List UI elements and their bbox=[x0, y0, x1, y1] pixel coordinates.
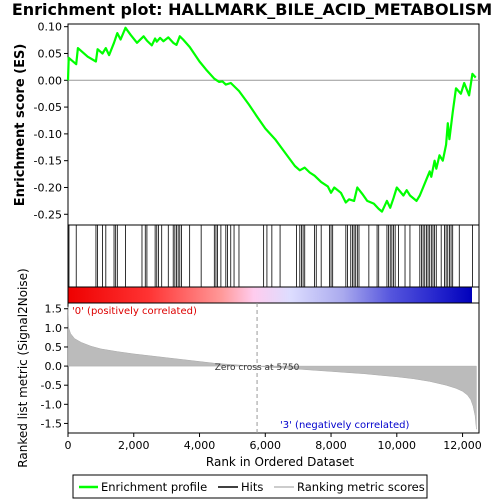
es-y-tick-label: -0.20 bbox=[34, 181, 62, 194]
ranking-metric-area bbox=[67, 306, 477, 430]
rank-panel: Zero cross at 5750 '0' (positively corre… bbox=[16, 268, 482, 469]
negative-correlation-label: '3' (negatively correlated) bbox=[280, 420, 409, 431]
legend-enrichment-label: Enrichment profile bbox=[101, 480, 207, 494]
x-tick-label: 12,000 bbox=[443, 439, 482, 452]
legend: Enrichment profile Hits Ranking metric s… bbox=[72, 474, 428, 499]
legend-hits-label: Hits bbox=[241, 480, 263, 494]
es-y-tick-label: -0.15 bbox=[34, 155, 62, 168]
es-panel: 0.10 0.05 0.00 -0.05 -0.10 -0.15 -0.20 -0.25 En… bbox=[13, 21, 480, 226]
rank-y-tick-label: 0.5 bbox=[45, 341, 63, 354]
legend-metric-label: Ranking metric scores bbox=[297, 480, 425, 494]
legend-frame bbox=[72, 474, 428, 499]
es-y-tick-label: -0.05 bbox=[34, 101, 62, 114]
es-y-tick-label: 0.10 bbox=[38, 21, 63, 34]
x-tick-label: 2,000 bbox=[118, 439, 150, 452]
hit-markers bbox=[68, 225, 473, 287]
es-panel-frame bbox=[67, 23, 480, 226]
ranking-heat-bar bbox=[68, 287, 472, 303]
rank-y-tick-label: -1.5 bbox=[41, 417, 62, 430]
es-y-tick-label: -0.25 bbox=[34, 208, 62, 221]
zero-cross-label: Zero cross at 5750 bbox=[215, 363, 300, 373]
rank-y-axis-label: Ranked list metric (Signal2Noise) bbox=[16, 268, 30, 467]
rank-y-tick-label: 1.5 bbox=[45, 303, 63, 316]
x-axis-label: Rank in Ordered Dataset bbox=[206, 455, 354, 469]
rank-x-ticks: 0 2,000 4,000 6,000 8,000 10,000 12,000 bbox=[65, 433, 482, 452]
rank-y-tick-label: -0.5 bbox=[41, 379, 62, 392]
es-y-axis-label: Enrichment score (ES) bbox=[13, 44, 28, 207]
es-y-tick-label: 0.00 bbox=[38, 74, 63, 87]
rank-y-tick-label: 1.0 bbox=[45, 322, 63, 335]
rank-y-tick-label: 0.0 bbox=[45, 360, 63, 373]
es-y-tick-label: -0.10 bbox=[34, 128, 62, 141]
x-tick-label: 4,000 bbox=[184, 439, 216, 452]
rank-y-ticks: 1.5 1.0 0.5 0.0 -0.5 -1.0 -1.5 bbox=[41, 303, 68, 430]
x-tick-label: 0 bbox=[65, 439, 72, 452]
x-tick-label: 6,000 bbox=[250, 439, 282, 452]
x-tick-label: 8,000 bbox=[315, 439, 347, 452]
positive-correlation-label: '0' (positively correlated) bbox=[72, 306, 197, 317]
enrichment-profile-line bbox=[66, 26, 477, 213]
hits-panel-frame bbox=[67, 224, 480, 288]
chart-title: Enrichment plot: HALLMARK_BILE_ACID_META… bbox=[12, 0, 492, 19]
es-y-tick-label: 0.05 bbox=[38, 47, 63, 60]
hits-panel bbox=[67, 224, 480, 288]
es-y-ticks: 0.10 0.05 0.00 -0.05 -0.10 -0.15 -0.20 -0.25 bbox=[34, 21, 68, 221]
x-tick-label: 10,000 bbox=[378, 439, 417, 452]
rank-y-tick-label: -1.0 bbox=[41, 398, 62, 411]
